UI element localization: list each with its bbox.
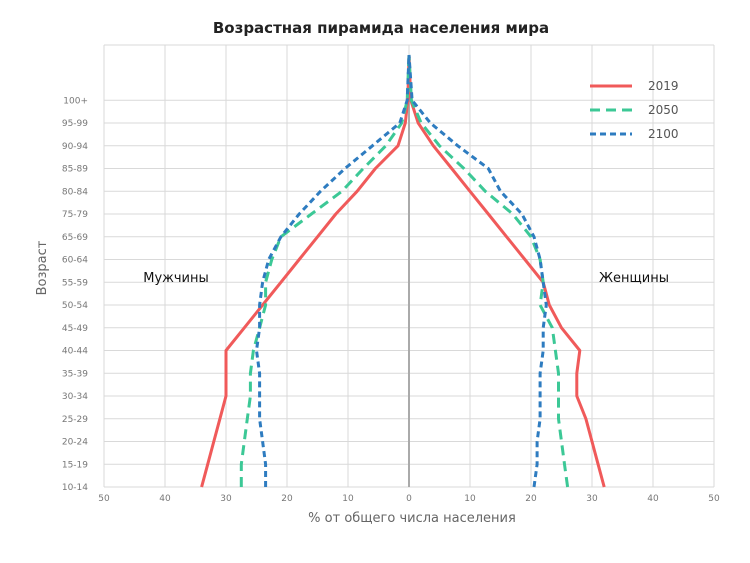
x-tick-label: 30 bbox=[220, 494, 232, 504]
y-tick-label: 20-24 bbox=[62, 438, 88, 448]
series-2100-male-line bbox=[255, 54, 411, 487]
x-tick-label: 20 bbox=[281, 494, 293, 504]
y-tick-label: 50-54 bbox=[62, 301, 88, 311]
y-tick-label: 35-39 bbox=[62, 369, 88, 379]
male-label: Мужчины bbox=[143, 271, 209, 286]
series-2019-female-line bbox=[407, 54, 606, 488]
series-lines bbox=[200, 54, 606, 488]
series-2050-female-line bbox=[407, 54, 570, 488]
female-label: Женщины bbox=[599, 271, 669, 286]
y-tick-label: 30-34 bbox=[62, 392, 88, 402]
y-tick-label: 75-79 bbox=[62, 210, 88, 220]
x-tick-label: 50 bbox=[98, 494, 110, 504]
series-2100-female-line bbox=[407, 54, 548, 488]
y-tick-label: 55-59 bbox=[62, 278, 88, 288]
x-tick-labels: 50 40 30 20 10 0 10 20 30 40 50 bbox=[98, 494, 720, 504]
y-tick-label: 100+ bbox=[63, 96, 88, 106]
x-tick-label: 20 bbox=[525, 494, 537, 504]
y-tick-label: 25-29 bbox=[62, 415, 88, 425]
y-tick-label: 15-19 bbox=[62, 460, 88, 470]
legend-label-2100: 2100 bbox=[648, 127, 679, 141]
y-tick-label: 95-99 bbox=[62, 119, 88, 129]
y-tick-label: 90-94 bbox=[62, 142, 88, 152]
x-tick-label: 50 bbox=[708, 494, 720, 504]
legend-label-2019: 2019 bbox=[648, 79, 679, 93]
y-tick-label: 40-44 bbox=[62, 347, 88, 357]
chart-title: Возрастная пирамида населения мира bbox=[213, 19, 549, 37]
y-tick-label: 10-14 bbox=[62, 483, 88, 493]
y-tick-label: 45-49 bbox=[62, 324, 88, 334]
y-tick-labels: 10-14 15-19 20-24 25-29 30-34 35-39 40-44 45-49… bbox=[62, 96, 88, 493]
legend-label-2050: 2050 bbox=[648, 103, 679, 117]
x-tick-label: 40 bbox=[647, 494, 659, 504]
series-2019-male-line bbox=[200, 54, 411, 488]
y-tick-label: 60-64 bbox=[62, 256, 88, 266]
x-tick-label: 0 bbox=[406, 494, 412, 504]
y-tick-label: 80-84 bbox=[62, 187, 88, 197]
y-tick-label: 85-89 bbox=[62, 165, 88, 175]
x-tick-label: 10 bbox=[342, 494, 354, 504]
y-tick-label: 65-69 bbox=[62, 233, 88, 243]
series-2050-male-line bbox=[239, 54, 411, 487]
y-axis-title: Возраст bbox=[35, 240, 50, 295]
x-axis-title: % от общего числа населения bbox=[308, 511, 516, 526]
x-tick-label: 40 bbox=[159, 494, 171, 504]
x-tick-label: 10 bbox=[464, 494, 476, 504]
legend: 2019 2050 2100 bbox=[590, 79, 679, 141]
x-tick-label: 30 bbox=[586, 494, 598, 504]
